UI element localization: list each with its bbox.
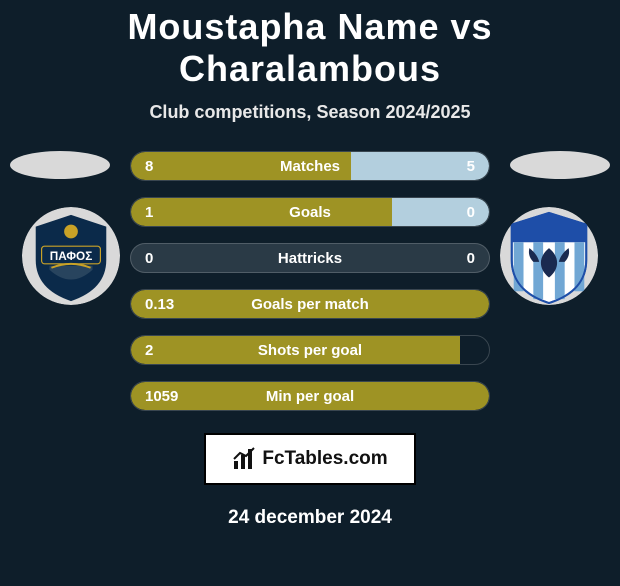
stat-label: Shots per goal bbox=[131, 336, 489, 365]
stat-label: Hattricks bbox=[131, 244, 489, 273]
left-player-ellipse bbox=[10, 151, 110, 179]
bar-chart-icon bbox=[232, 447, 256, 471]
stat-row: 1059Min per goal bbox=[130, 381, 490, 411]
date-label: 24 december 2024 bbox=[0, 507, 620, 529]
stat-label: Goals bbox=[131, 198, 489, 227]
stat-value-right: 5 bbox=[467, 152, 475, 181]
stat-row: 2Shots per goal bbox=[130, 335, 490, 365]
stat-value-right: 0 bbox=[467, 244, 475, 273]
stat-row: 8Matches5 bbox=[130, 151, 490, 181]
stat-row: 0Hattricks0 bbox=[130, 243, 490, 273]
stats-list: 8Matches51Goals00Hattricks00.13Goals per… bbox=[130, 151, 490, 411]
stat-label: Matches bbox=[131, 152, 489, 181]
stat-row: 1Goals0 bbox=[130, 197, 490, 227]
left-club-badge: ΠΑΦΟΣ bbox=[22, 207, 120, 305]
fctables-watermark: FcTables.com bbox=[204, 433, 416, 485]
fctables-label: FcTables.com bbox=[262, 448, 387, 470]
stat-label: Goals per match bbox=[131, 290, 489, 319]
svg-text:ΠΑΦΟΣ: ΠΑΦΟΣ bbox=[50, 250, 93, 263]
page-title: Moustapha Name vs Charalambous bbox=[0, 6, 620, 90]
subtitle: Club competitions, Season 2024/2025 bbox=[0, 102, 620, 123]
right-club-badge bbox=[500, 207, 598, 305]
stat-value-right: 0 bbox=[467, 198, 475, 227]
right-player-ellipse bbox=[510, 151, 610, 179]
comparison-content: ΠΑΦΟΣ 8Matches51Goals00Hattricks00.13Goa… bbox=[0, 151, 620, 411]
stat-label: Min per goal bbox=[131, 382, 489, 411]
stat-row: 0.13Goals per match bbox=[130, 289, 490, 319]
